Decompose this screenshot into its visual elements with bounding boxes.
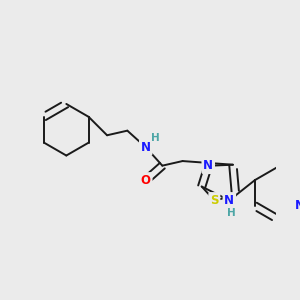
Text: O: O	[141, 174, 151, 187]
Text: N: N	[295, 200, 300, 212]
Text: N: N	[224, 194, 234, 207]
Text: N: N	[141, 141, 151, 154]
Text: H: H	[227, 208, 236, 218]
Text: S: S	[210, 194, 219, 207]
Text: H: H	[151, 133, 159, 143]
Text: N: N	[203, 159, 213, 172]
